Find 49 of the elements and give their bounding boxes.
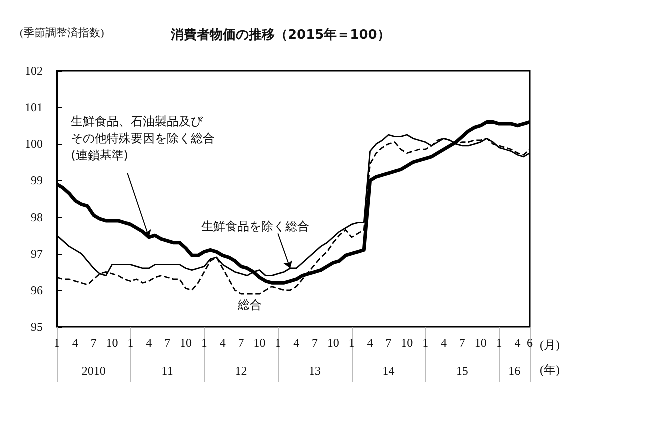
x-tick-label: 7 — [312, 336, 318, 350]
series-label: 総合 — [237, 298, 262, 312]
x-tick-label: 10 — [327, 336, 340, 350]
text: (年) — [540, 363, 560, 377]
x-tick-label: 7 — [238, 336, 244, 350]
x-tick-label: 4 — [514, 336, 521, 350]
y-tick-label: 100 — [25, 137, 43, 152]
text: 2010 — [82, 364, 106, 378]
y-tick-label: 98 — [31, 210, 43, 224]
x-tick-label: 1 — [201, 336, 208, 350]
x-tick-label: 6 — [527, 336, 533, 350]
x-tick-label: 10 — [401, 336, 414, 350]
x-tick-label: 1 — [422, 336, 429, 350]
x-tick-label: 7 — [164, 336, 171, 350]
text: 12 — [235, 364, 248, 378]
text: 16 — [508, 364, 521, 378]
y-tick-label: 101 — [25, 100, 43, 115]
x-axis-title: (月) — [540, 338, 560, 352]
x-tick-label: 10 — [106, 336, 118, 350]
x-tick-label: 7 — [459, 336, 466, 350]
x-tick-label: 10 — [474, 336, 487, 350]
y-tick-label: 102 — [25, 64, 43, 78]
text: 生鮮食品、石油製品及びその他特殊要因を除く総合(連鎖基準) — [71, 114, 216, 163]
text: 14 — [382, 364, 395, 378]
x-tick-label: 1 — [348, 336, 355, 350]
y-tick-label: 95 — [31, 320, 43, 334]
y-tick-label: 99 — [31, 174, 43, 188]
x-tick-label: 1 — [128, 336, 134, 350]
chart-title: 消費者物価の推移（2015年＝100） — [170, 28, 390, 43]
series-label: 生鮮食品を除く総合 — [201, 219, 310, 234]
x-tick-label: 4 — [441, 336, 447, 350]
x-tick-label: 1 — [275, 336, 282, 350]
y-tick-label: 96 — [31, 283, 43, 298]
x-tick-label: 7 — [90, 336, 97, 350]
x-tick-label: 1 — [54, 336, 60, 350]
x-tick-label: 4 — [146, 336, 152, 350]
x-tick-label: 4 — [367, 336, 374, 350]
x-tick-label: 1 — [496, 336, 502, 350]
y-tick-label: 97 — [31, 246, 43, 261]
y-axis-title: (季節調整済指数) — [20, 26, 105, 40]
x-tick-label: 4 — [72, 336, 78, 350]
x-tick-label: 10 — [180, 336, 192, 350]
text: 11 — [162, 364, 174, 378]
text: 13 — [309, 364, 321, 378]
x-tick-label: 10 — [254, 336, 266, 350]
x-tick-label: 7 — [386, 336, 392, 350]
text: 15 — [456, 364, 468, 378]
x-tick-label: 4 — [220, 336, 226, 350]
x-tick-label: 4 — [294, 336, 300, 350]
